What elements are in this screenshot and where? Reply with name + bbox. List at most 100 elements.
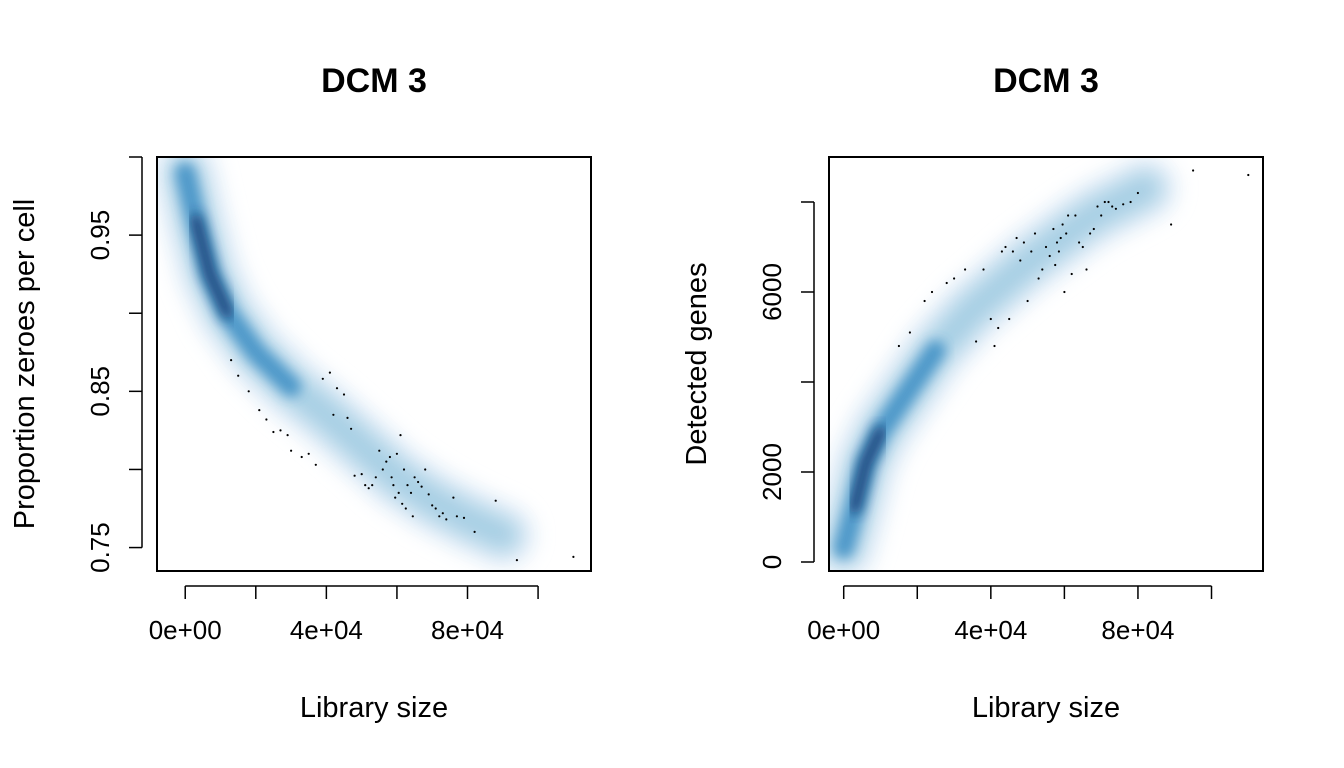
left-x-tick-label: 8e+04	[431, 615, 504, 645]
left-data-point	[420, 485, 423, 488]
left-data-point	[392, 484, 395, 487]
left-plot-frame	[156, 156, 592, 572]
right-data-point	[945, 281, 948, 285]
left-density-layer	[157, 157, 535, 568]
right-data-point	[1092, 227, 1095, 231]
right-data-point	[1008, 317, 1011, 321]
right-data-point	[1022, 241, 1025, 244]
right-data-point	[1111, 205, 1114, 208]
left-y-axis-label: Proportion zeroes per cell	[9, 199, 41, 529]
right-data-point	[1089, 232, 1092, 235]
left-x-tick-label: 0e+00	[149, 615, 222, 645]
right-data-point	[897, 344, 901, 348]
left-y-tick-label: 0.85	[85, 366, 115, 417]
left-data-point	[397, 491, 400, 494]
right-data-point	[1019, 259, 1022, 262]
right-data-point	[1070, 272, 1073, 276]
left-data-point	[413, 476, 416, 479]
right-data-point	[1011, 250, 1015, 253]
left-data-point	[494, 499, 497, 502]
left-data-point	[411, 515, 414, 518]
right-data-point	[997, 326, 1000, 330]
right-density-halo	[829, 157, 1178, 571]
right-data-point	[1041, 268, 1044, 271]
left-data-point	[371, 484, 374, 487]
right-plot-frame	[828, 156, 1264, 572]
right-x-tick-label: 4e+04	[954, 615, 1027, 645]
left-data-point	[515, 559, 519, 562]
left-data-point	[385, 460, 388, 463]
left-data-point	[390, 476, 393, 479]
right-data-point	[1136, 191, 1139, 195]
left-data-point	[272, 430, 275, 434]
left-data-point	[258, 409, 261, 412]
right-data-point	[1107, 200, 1110, 204]
left-data-point	[431, 504, 434, 507]
left-data-point	[399, 434, 402, 437]
left-x-tick-label: 4e+04	[290, 615, 363, 645]
left-data-point	[572, 555, 575, 559]
left-data-point	[290, 449, 293, 452]
right-x-tick-label: 8e+04	[1101, 615, 1174, 645]
left-data-point	[424, 468, 427, 471]
right-data-point	[1247, 173, 1250, 177]
right-data-point	[1085, 268, 1088, 271]
left-data-point	[378, 449, 381, 452]
right-data-point	[1100, 214, 1103, 217]
left-points-layer	[230, 359, 575, 562]
right-data-point	[964, 268, 967, 271]
right-data-point	[1170, 223, 1173, 226]
right-data-point	[1122, 203, 1125, 206]
right-data-point	[923, 299, 926, 303]
left-data-point	[335, 387, 339, 390]
left-data-point	[427, 493, 430, 496]
right-chart-panel: DCM 3 0e+00 4e+04 8e+04 0 2000 6000 Library …	[681, 62, 1264, 724]
left-data-point	[332, 413, 335, 416]
left-data-point	[388, 455, 391, 459]
right-data-point	[1059, 236, 1062, 240]
left-data-point	[346, 416, 349, 419]
left-data-point	[455, 515, 458, 518]
right-data-point	[1033, 232, 1037, 235]
left-data-point	[445, 518, 448, 521]
left-data-point	[406, 484, 409, 487]
right-data-point	[930, 290, 934, 294]
right-data-point	[1067, 214, 1070, 217]
right-data-point	[1037, 277, 1040, 280]
right-data-point	[1065, 232, 1068, 235]
right-data-point	[1052, 227, 1055, 231]
left-data-point	[417, 480, 420, 484]
left-data-point	[452, 496, 455, 499]
left-data-point	[394, 496, 397, 499]
right-x-axis-label: Library size	[972, 692, 1120, 724]
left-chart-panel: DCM 3 0e+00 4e+04 8e+04 0.75 0.85 0.95 Libra…	[9, 62, 592, 724]
left-chart-title: DCM 3	[321, 62, 427, 100]
right-data-point	[1192, 169, 1195, 172]
right-data-point	[1129, 200, 1132, 204]
left-data-point	[434, 507, 437, 510]
right-density-layer	[829, 157, 1178, 571]
left-density-halo	[157, 157, 535, 568]
left-data-point	[314, 463, 317, 466]
right-y-tick-label: 6000	[757, 263, 787, 321]
left-y-tick-label: 0.95	[85, 210, 115, 261]
left-data-point	[237, 374, 240, 377]
left-data-point	[438, 515, 441, 518]
right-data-point	[1048, 254, 1051, 258]
left-data-point	[404, 507, 407, 510]
left-data-point	[307, 452, 310, 455]
left-data-point	[230, 359, 233, 362]
left-data-point	[353, 474, 356, 477]
left-data-point	[247, 390, 250, 393]
right-density-peak	[848, 425, 887, 514]
left-data-point	[401, 502, 404, 505]
right-data-point	[1030, 250, 1033, 253]
right-data-point	[1096, 205, 1099, 208]
left-data-point	[300, 455, 303, 459]
right-data-point	[1044, 245, 1048, 249]
left-data-point	[395, 452, 398, 455]
left-data-point	[321, 377, 324, 380]
left-data-point	[279, 429, 282, 432]
right-x-tick-label: 0e+00	[807, 615, 880, 645]
